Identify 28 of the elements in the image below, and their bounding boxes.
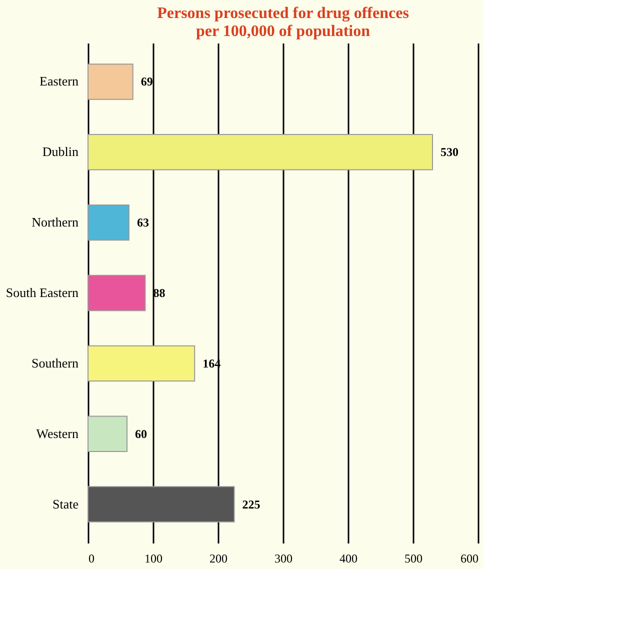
bar [88, 134, 433, 170]
y-tick-label: Western [36, 426, 79, 441]
data-label: 225 [242, 497, 260, 512]
y-tick-label: Southern [32, 355, 79, 370]
x-tick-label: 0 [88, 552, 94, 566]
x-tick-label: 300 [274, 552, 292, 566]
bar [88, 64, 134, 100]
chart-title: Persons prosecuted for drug offences per 100,000 of population [157, 5, 409, 40]
bar [88, 204, 130, 241]
bar [88, 274, 146, 312]
data-label: 530 [440, 145, 458, 160]
data-label: 69 [140, 74, 153, 89]
bar [88, 486, 235, 522]
x-tick-label: 600 [460, 552, 478, 566]
bar [88, 416, 128, 452]
data-label: 60 [135, 426, 147, 441]
x-tick-label: 500 [404, 552, 422, 566]
x-tick-label: 200 [210, 552, 228, 566]
y-tick-label: Eastern [40, 74, 79, 89]
y-tick-label: Dublin [42, 144, 79, 160]
y-tick-label: Northern [32, 214, 79, 230]
y-tick-label: South Eastern [6, 285, 79, 300]
data-label: 88 [153, 286, 166, 300]
x-tick-label: 400 [340, 552, 358, 566]
y-tick-label: State [52, 496, 79, 512]
bar [88, 345, 196, 382]
x-tick-label: 100 [144, 552, 162, 566]
data-label: 63 [136, 216, 149, 230]
